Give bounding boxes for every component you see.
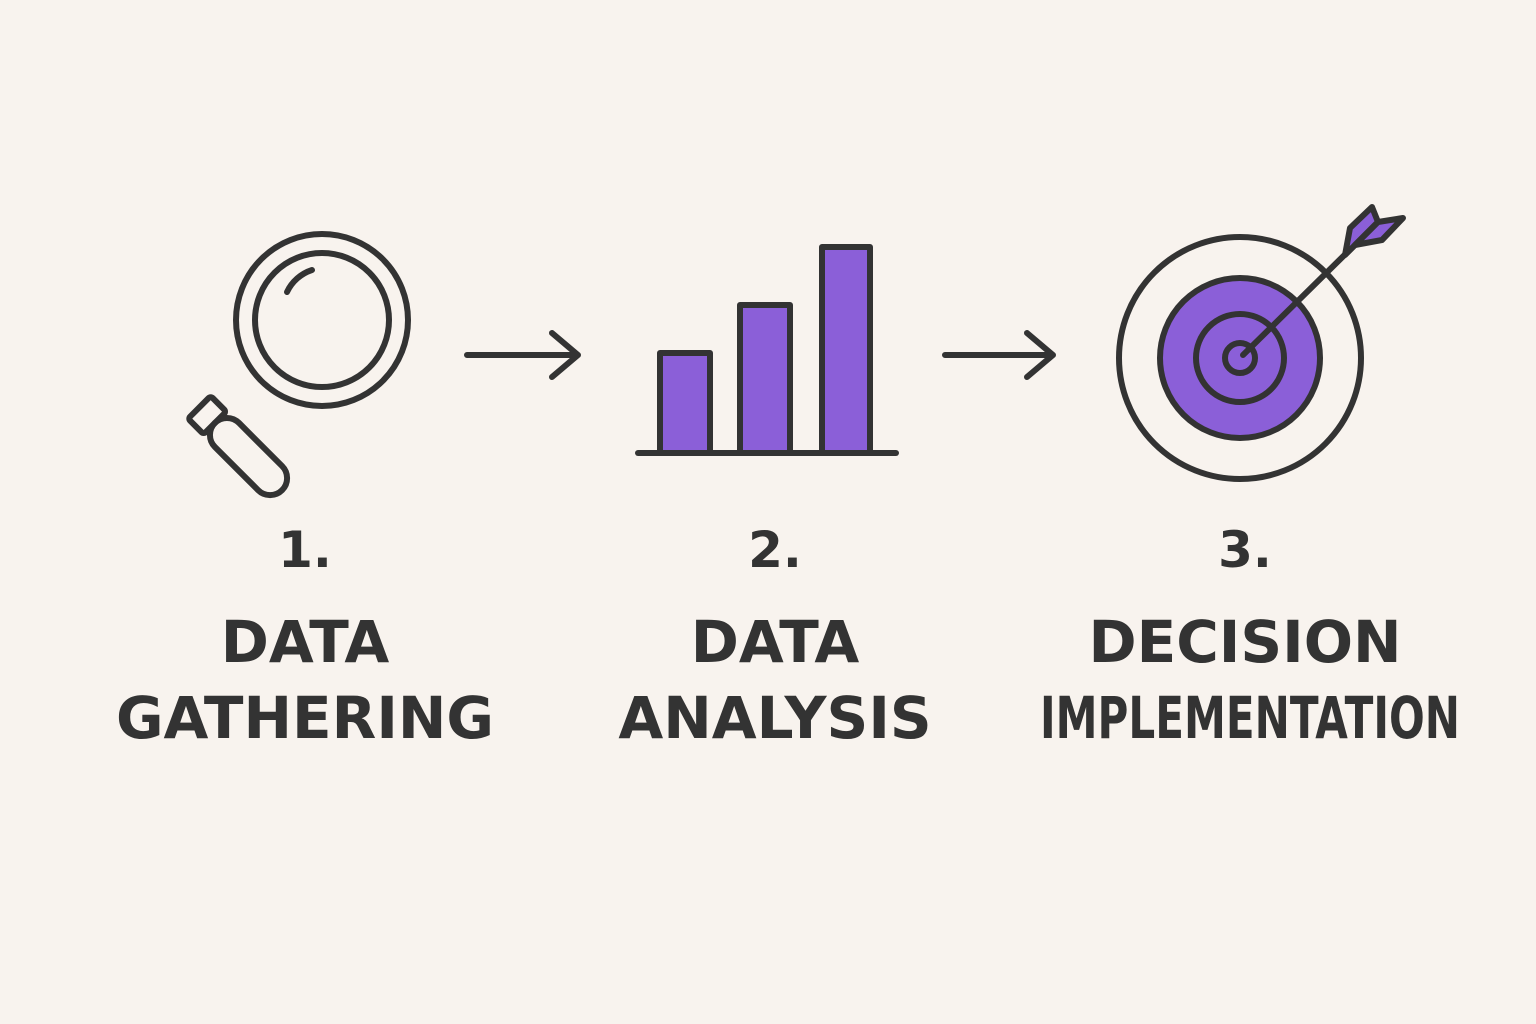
step-number: 1. xyxy=(278,521,332,579)
step: 1. DATA GATHERING xyxy=(116,521,494,752)
step: 2. DATA ANALYSIS xyxy=(618,521,931,752)
step-label: DATA xyxy=(221,608,390,676)
arrow xyxy=(942,330,1056,380)
step-label: GATHERING xyxy=(116,684,494,752)
step-label: ANALYSIS xyxy=(618,684,931,752)
bar-chart-icon xyxy=(635,244,899,456)
step: 3. DECISION IMPLEMENTATION xyxy=(1040,521,1460,752)
step-number: 3. xyxy=(1218,521,1272,579)
step-label: IMPLEMENTATION xyxy=(1040,684,1460,752)
step-label: DATA xyxy=(691,608,860,676)
magnifier-icon xyxy=(186,231,411,499)
target-icon xyxy=(1116,204,1406,482)
step-number: 2. xyxy=(748,521,802,579)
arrow xyxy=(464,330,581,380)
step-label: DECISION xyxy=(1088,608,1401,676)
